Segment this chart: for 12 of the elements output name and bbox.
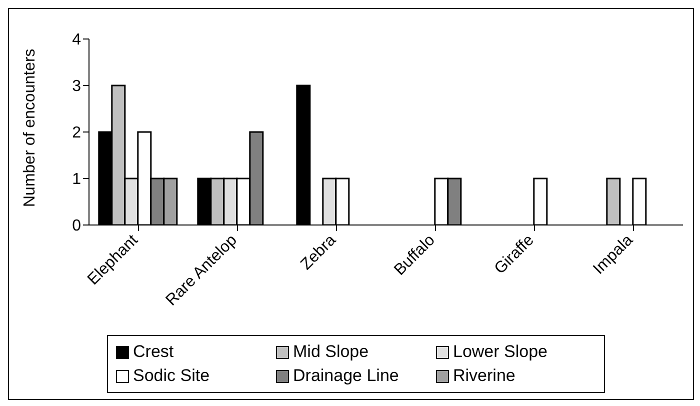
y-tick-label: 0	[72, 218, 82, 235]
legend-label: Sodic Site	[133, 366, 210, 386]
legend-label: Mid Slope	[293, 342, 369, 362]
y-tick-label: 4	[72, 32, 82, 49]
legend-label: Lower Slope	[453, 342, 548, 362]
y-axis-title: Number of encounters	[22, 48, 39, 207]
legend-label: Crest	[133, 342, 174, 362]
y-tick-label: 2	[72, 124, 82, 142]
y-tick-label: 1	[72, 171, 82, 188]
legend-label: Riverine	[453, 366, 516, 386]
y-tick-label: 3	[72, 78, 82, 96]
legend-label: Drainage Line	[293, 366, 399, 386]
